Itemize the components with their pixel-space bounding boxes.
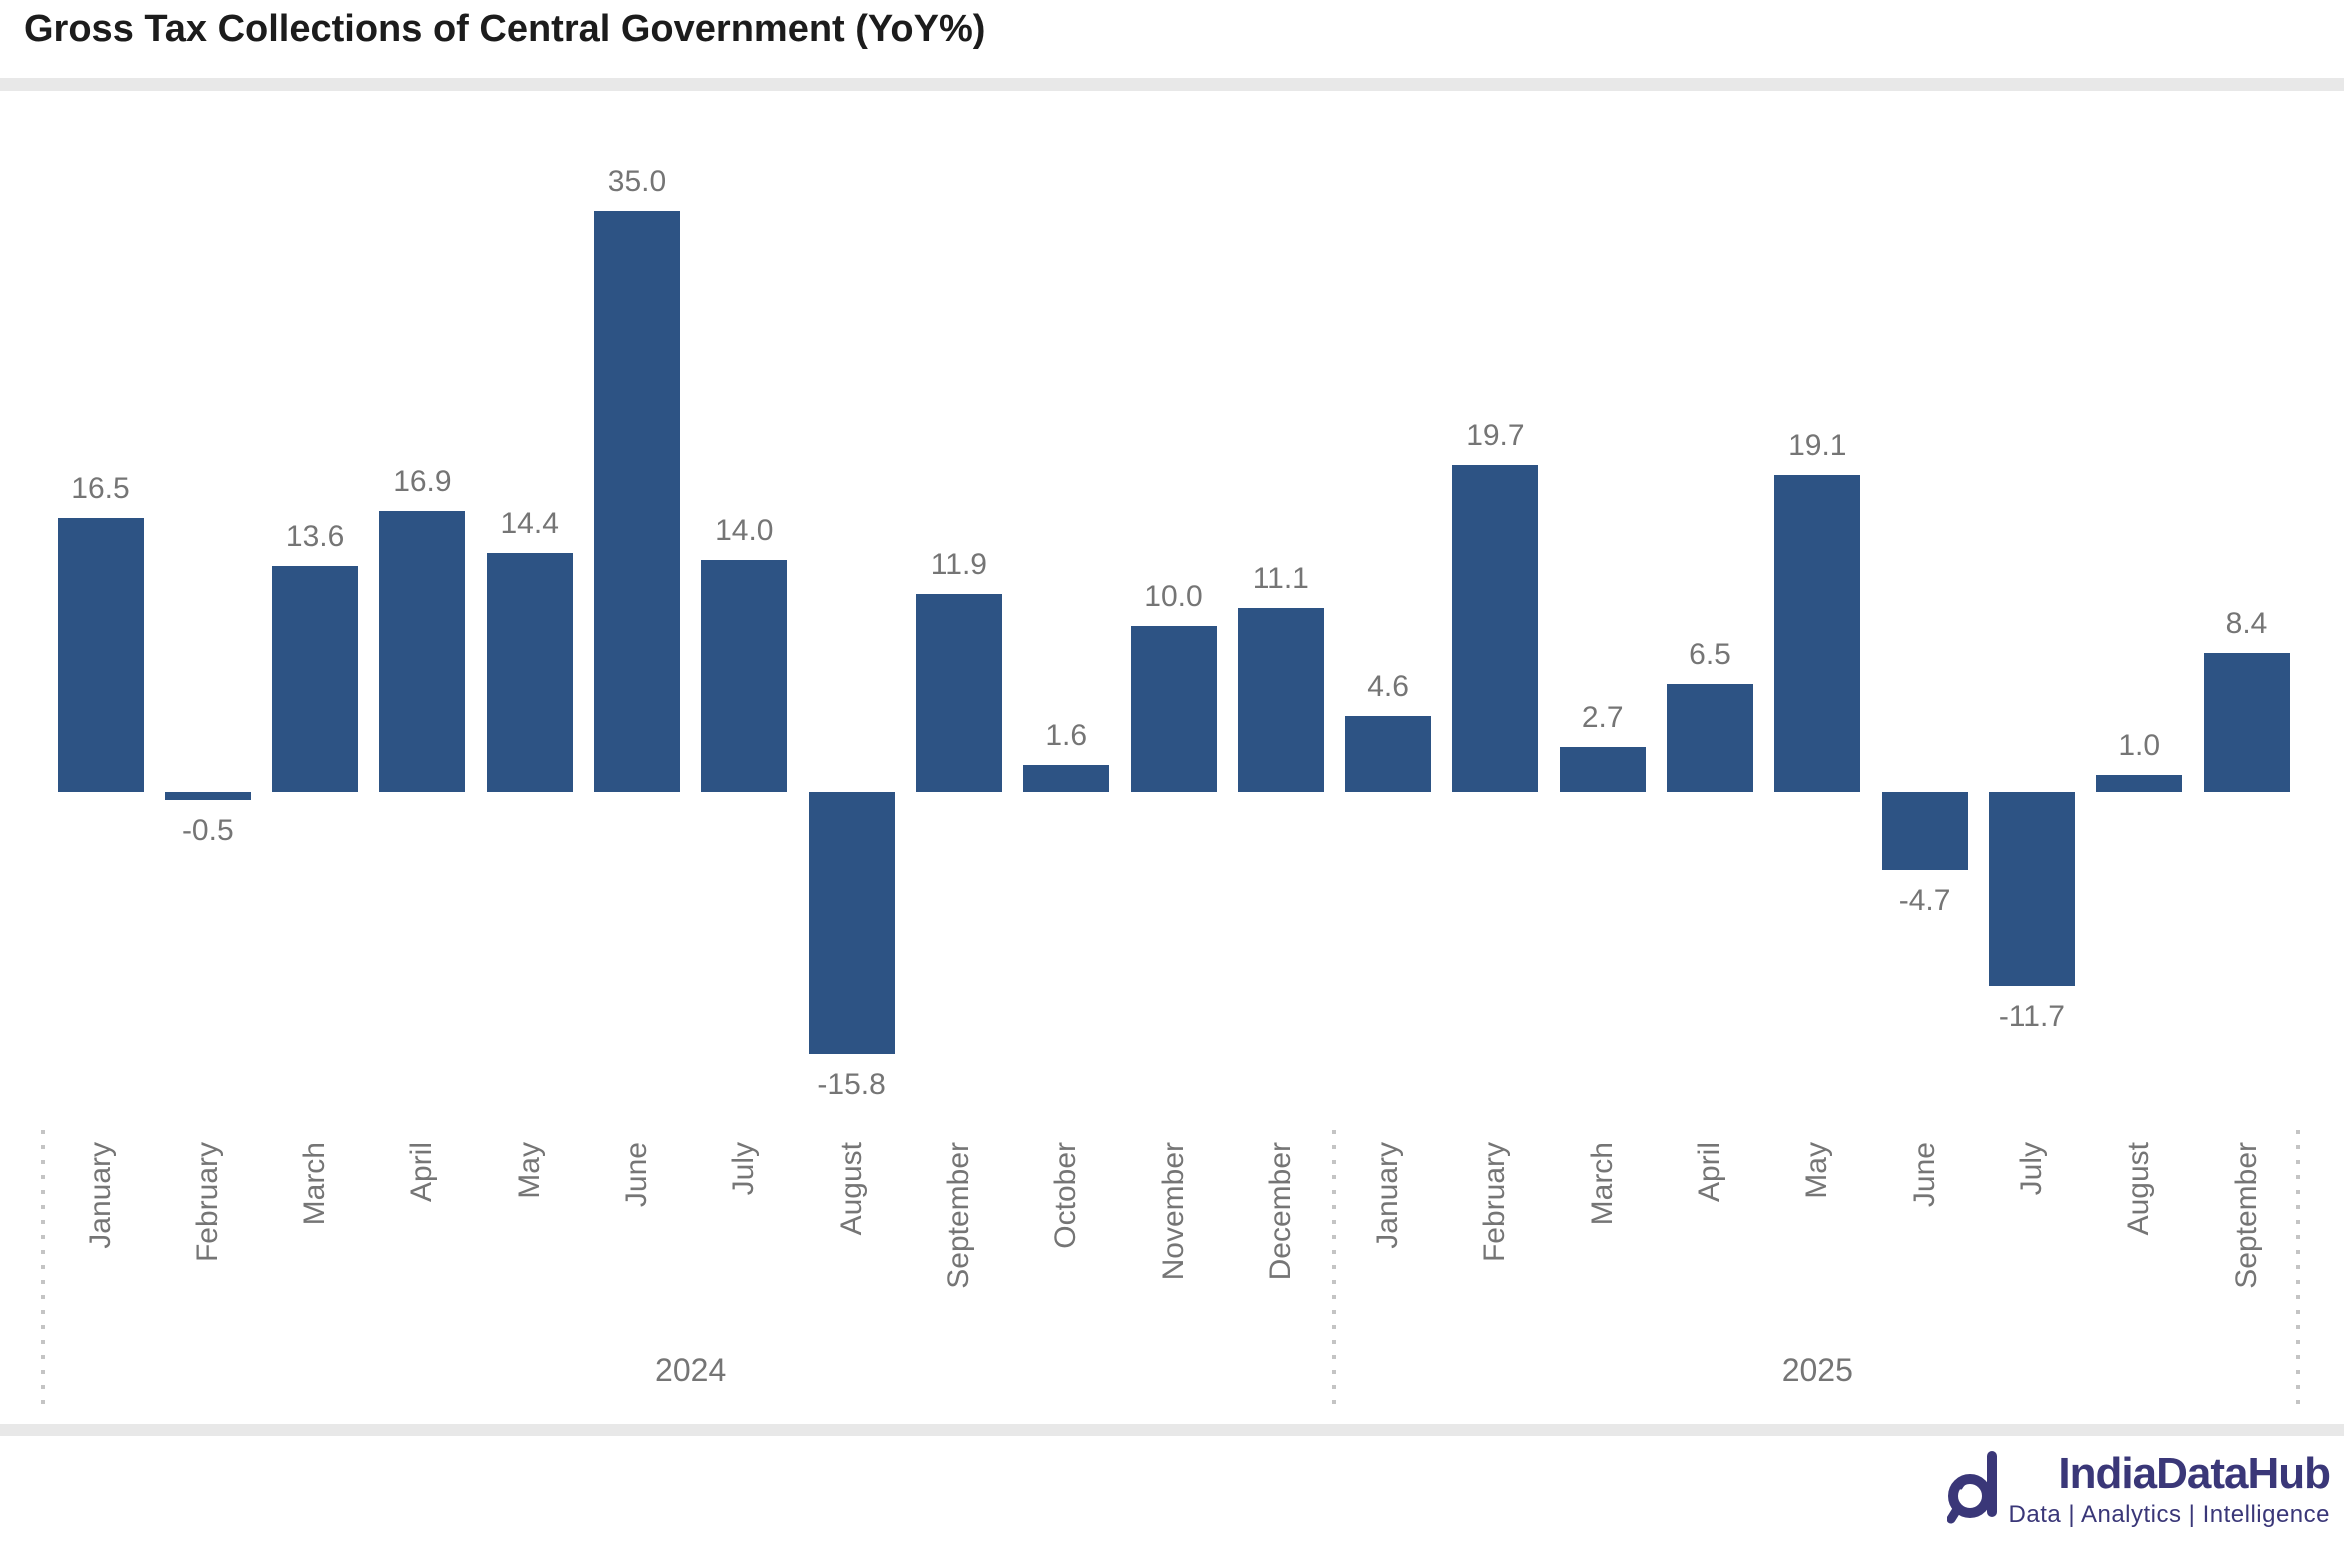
bar-value-label: 19.1 [1788,429,1847,462]
bar-2025-april[interactable] [1667,684,1753,792]
x-axis-month-label: March [298,1142,332,1226]
bar-2024-november[interactable] [1130,626,1217,792]
bar-value-label: 16.9 [393,465,452,498]
bar-value-label: 1.0 [2118,729,2161,762]
bar-2024-july[interactable] [701,560,788,792]
bar-value-label: 1.6 [1045,719,1088,752]
brand-logo: IndiaDataHub Data | Analytics | Intellig… [1946,1449,2331,1537]
bar-value-label: -15.8 [817,1068,886,1101]
x-axis-year-label: 2025 [1781,1352,1853,1388]
bar-2025-may[interactable] [1774,475,1861,792]
x-axis-month-label: April [1693,1142,1726,1203]
bar-2024-may[interactable] [486,553,573,792]
x-axis-month-label: February [190,1142,224,1263]
x-axis-month-label: June [1907,1142,1941,1208]
bar-2024-october[interactable] [1023,765,1110,792]
x-axis-month-label: March [1585,1142,1619,1226]
bar-value-label: 19.7 [1466,419,1525,452]
bar-2024-september[interactable] [915,594,1002,792]
bar-value-label: 8.4 [2225,607,2268,640]
x-axis-month-label: May [512,1142,546,1199]
brand-tagline: Data | Analytics | Intelligence [2008,1501,2330,1528]
bar-2025-july[interactable] [1988,792,2075,986]
bar-2024-june[interactable] [594,211,680,792]
x-axis-month-label: October [1049,1142,1083,1249]
bar-2024-february[interactable] [164,792,251,800]
bar-value-label: -4.7 [1898,884,1951,917]
bar-2024-december[interactable] [1237,608,1324,792]
x-axis-month-label: May [1800,1142,1834,1199]
bar-value-label: 16.5 [71,472,130,505]
bar-2024-january[interactable] [57,518,144,792]
bar-value-label: 2.7 [1581,701,1624,734]
x-axis-month-label: June [620,1142,653,1208]
bar-value-label: 35.0 [607,165,667,198]
title-divider [0,78,2344,91]
bar-2025-january[interactable] [1345,716,1432,792]
x-axis-month-label: August [834,1142,868,1236]
bar-2025-august[interactable] [2096,775,2183,792]
x-axis-month-label: September [941,1142,975,1289]
x-axis-month-label: January [1371,1142,1405,1249]
bar-value-label: 13.6 [285,520,345,553]
x-axis-month-label: July [2014,1142,2048,1196]
bar-value-label: 14.0 [715,514,774,547]
bar-value-label: 10.0 [1144,580,1203,613]
page-title: Gross Tax Collections of Central Governm… [24,8,986,50]
axis-dotted-separator [2296,1130,2300,1408]
bar-2024-august[interactable] [808,792,895,1054]
brand-name: IndiaDataHub [2058,1449,2331,1498]
x-axis-month-label: September [2229,1142,2263,1289]
bar-value-label: -11.7 [1998,1000,2065,1033]
bar-value-label: 11.1 [1252,562,1309,595]
bar-2024-april[interactable] [379,511,466,792]
bar-value-label: 14.4 [500,507,559,540]
x-axis-year-label: 2024 [655,1352,727,1388]
x-axis-month-label: January [83,1142,117,1249]
x-axis-month-label: November [1156,1142,1190,1281]
x-axis-month-label: August [2122,1142,2156,1236]
bar-2024-march[interactable] [272,566,359,792]
footer-divider [0,1424,2344,1436]
axis-dotted-separator [1332,1130,1336,1408]
x-axis-month-label: April [405,1142,439,1203]
bar-2025-february[interactable] [1452,465,1539,792]
x-axis-month-label: February [1478,1142,1512,1263]
bar-value-label: 11.9 [930,548,987,581]
axis-dotted-separator [41,1130,45,1408]
bar-2025-september[interactable] [2203,653,2290,792]
bar-value-label: 4.6 [1367,670,1409,703]
x-axis-month-label: December [1263,1142,1297,1281]
bar-2025-june[interactable] [1881,792,1968,870]
indiadatahub-logo-icon [1946,1450,1999,1537]
bar-value-label: -0.5 [181,814,234,847]
bar-2025-march[interactable] [1559,747,1646,792]
bar-value-label: 6.5 [1689,638,1731,671]
x-axis-month-label: July [727,1142,761,1196]
